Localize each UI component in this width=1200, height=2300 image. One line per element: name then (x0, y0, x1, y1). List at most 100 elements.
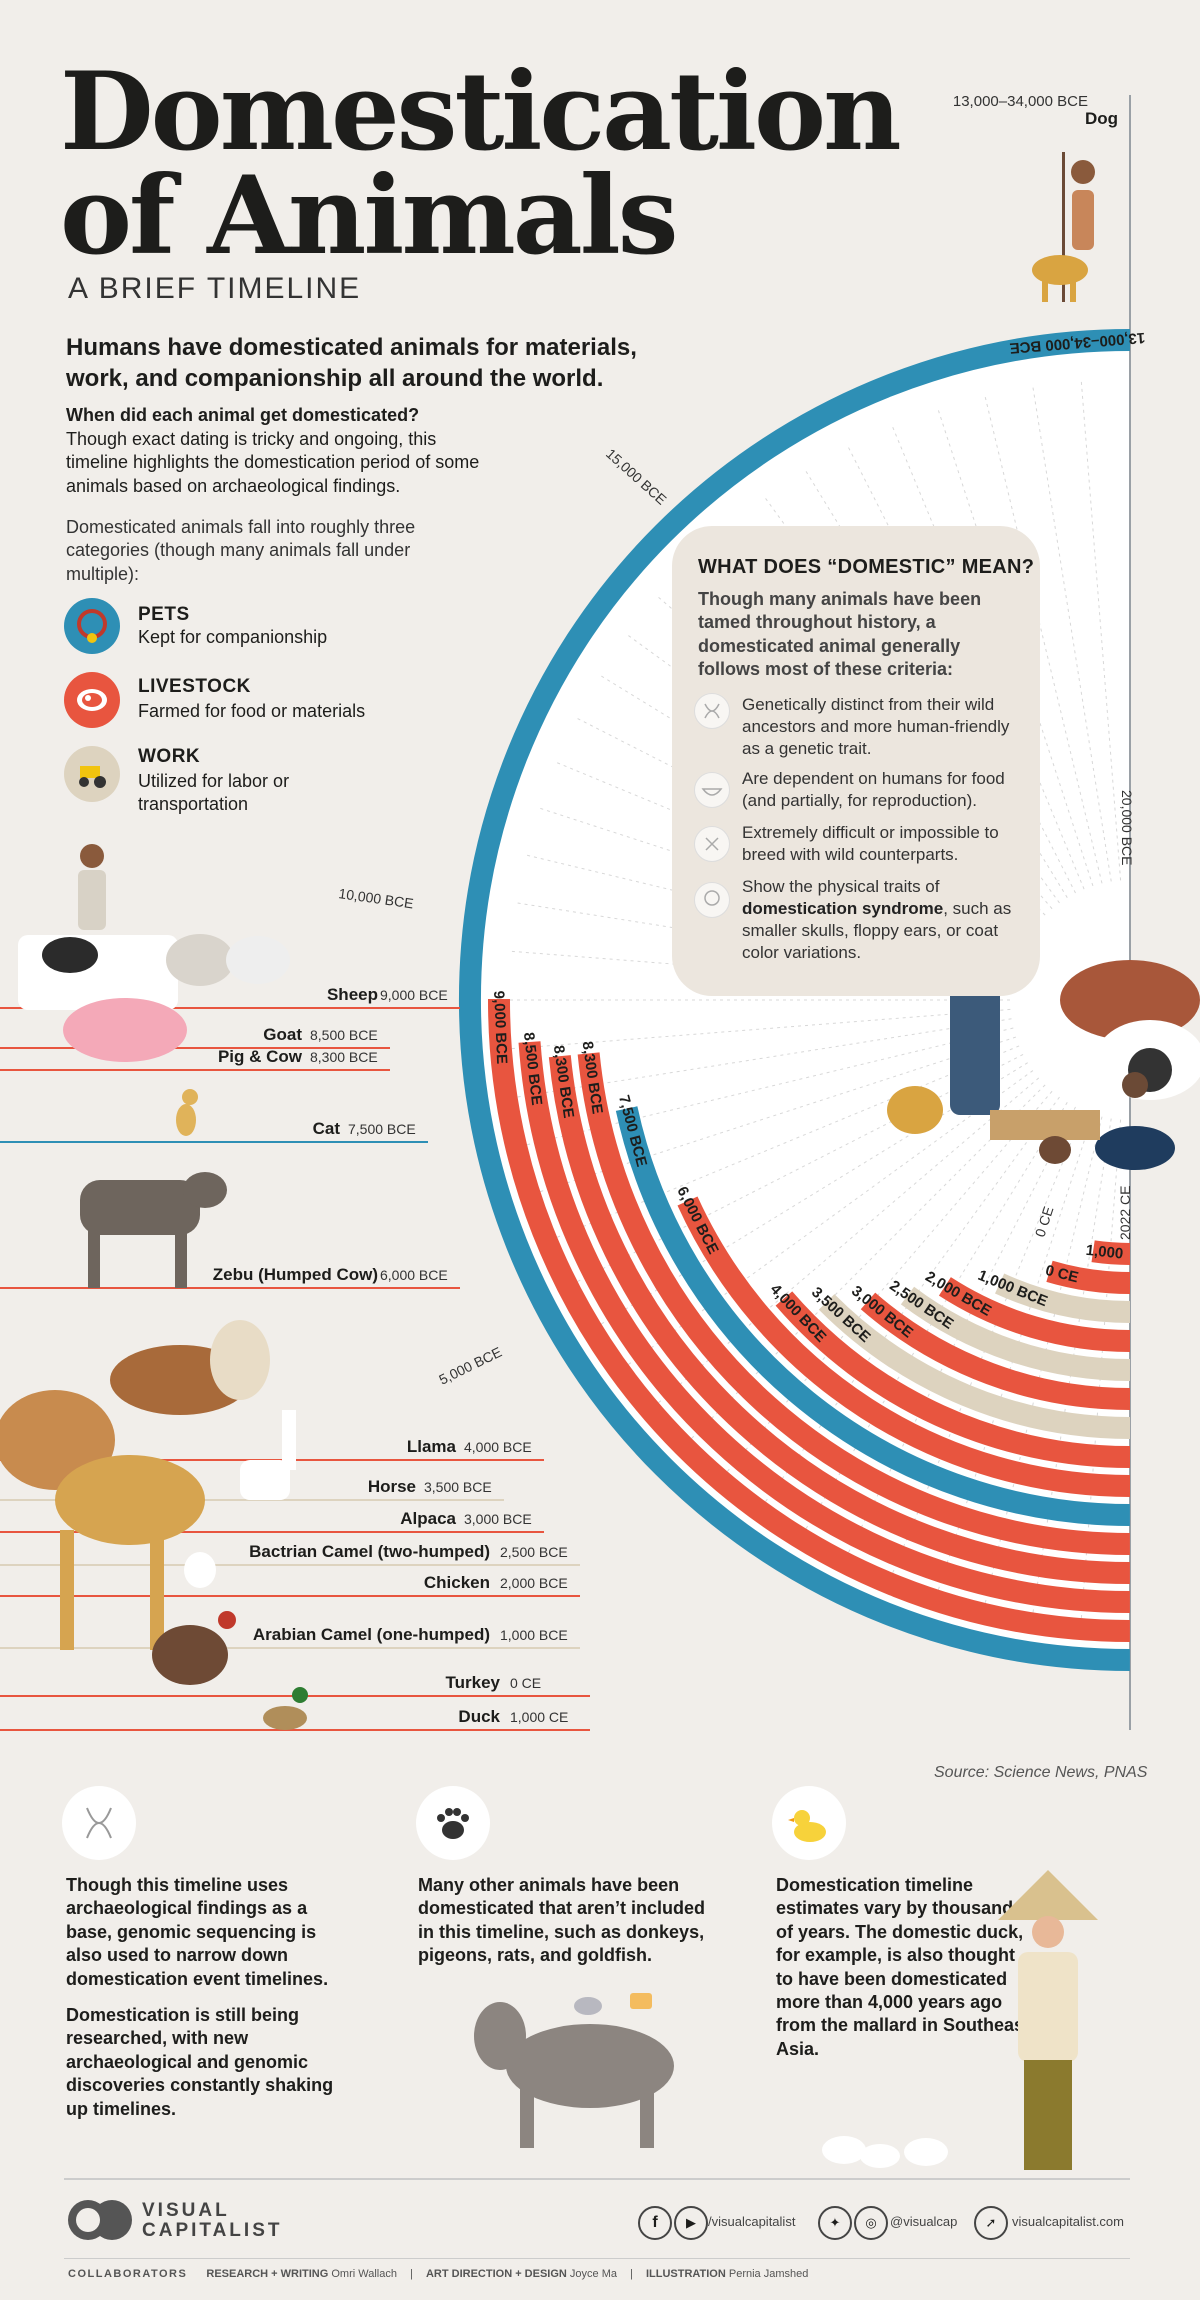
animal-name-label: Goat (263, 1025, 302, 1044)
brand-name-line2: CAPITALIST (142, 2220, 283, 2241)
page-title-line1: Domestication (60, 49, 902, 175)
illustration-camels-llamas (0, 1320, 296, 1650)
footer-rule-2 (64, 2258, 1130, 2259)
bar-arabian-camel-one-humped- (995, 1273, 1131, 1324)
categories-intro: Domesticated animals fall into roughly t… (66, 517, 416, 584)
animal-name-label: Horse (368, 1477, 416, 1496)
paw-icon (416, 1786, 490, 1860)
category-desc: Kept for companionship (138, 627, 328, 647)
animal-date-label: 3,500 BCE (424, 1479, 492, 1495)
category-desc: Farmed for food or materials (138, 701, 366, 721)
cross-icon (694, 826, 730, 862)
lead-text: Humans have domesticated animals for mat… (66, 334, 637, 393)
art-name: Joyce Ma (569, 2268, 617, 2280)
scale-label: 10,000 BCE (338, 885, 415, 911)
page-title-line2: of Animals (60, 153, 679, 279)
head-icon (694, 882, 730, 918)
instagram-icon[interactable]: ◎ (854, 2206, 888, 2240)
animal-name-label: Chicken (424, 1573, 490, 1592)
animal-name-label: Alpaca (400, 1509, 456, 1528)
research-label: RESEARCH + WRITING (206, 2268, 329, 2280)
criterion-text: Show the physical traits of domesticatio… (742, 877, 1012, 963)
youtube-icon[interactable]: ▶ (674, 2206, 708, 2240)
animal-name-label: Arabian Camel (one-humped) (253, 1625, 490, 1644)
animal-name-label: Turkey (446, 1673, 501, 1692)
animal-name-label: Duck (458, 1707, 500, 1726)
scale-label: 2022 CE (1117, 1186, 1133, 1240)
bottom-fact-3: Many other animals have been domesticate… (418, 1875, 706, 1966)
chart-bars (459, 329, 1131, 1671)
bottom-fact-1: Though this timeline uses archaeological… (66, 1875, 329, 1989)
website-link[interactable]: visualcapitalist.com (1012, 2214, 1124, 2229)
meat-icon (64, 672, 120, 728)
bar-cat (615, 1106, 1130, 1526)
category-title: PETS (138, 604, 190, 625)
facebook-icon[interactable]: f (638, 2206, 672, 2240)
dna-icon (62, 1786, 136, 1860)
animal-date-label: 1,000 BCE (500, 1627, 568, 1643)
animal-date-label: 8,500 BCE (310, 1027, 378, 1043)
illustration-farm-animals (18, 844, 290, 1062)
question-heading: When did each animal get domesticated? (66, 405, 420, 425)
bottom-fact-4: Domestication timeline estimates vary by… (776, 1875, 1031, 2059)
visual-capitalist-logo (68, 2200, 132, 2240)
domestic-intro: Though many animals have been tamed thro… (698, 589, 982, 680)
domestic-definition-box: WHAT DOES “DOMESTIC” MEAN? Though many a… (672, 526, 1040, 996)
criterion-text: Extremely difficult or impossible to bre… (742, 823, 999, 865)
dog-name-label: Dog (1085, 109, 1118, 128)
bar-dog (459, 329, 1131, 1671)
twitter-icon[interactable]: ✦ (818, 2206, 852, 2240)
animal-date-label: 1,000 CE (510, 1709, 568, 1725)
bar-alpaca (860, 1292, 1131, 1410)
illustration-donkey (474, 1993, 674, 2148)
social-handle-visualcapitalist[interactable]: /visualcapitalist (708, 2214, 796, 2229)
domestic-heading: WHAT DOES “DOMESTIC” MEAN? (698, 556, 1035, 578)
illustration-woman-with-ducks (822, 1870, 1098, 2170)
animal-date-label: 4,000 BCE (464, 1439, 532, 1455)
bar-label: 1,000 (1085, 1242, 1124, 1263)
animal-date-label: 2,000 BCE (500, 1575, 568, 1591)
category-title: LIVESTOCK (138, 676, 251, 697)
animal-date-label: 7,500 BCE (348, 1121, 416, 1137)
criterion-text: Are dependent on humans for food (and pa… (742, 769, 1005, 811)
bar-pig-cow (577, 1052, 1130, 1555)
criterion-text: Genetically distinct from their wild anc… (742, 695, 1010, 759)
bottom-fact-2: Domestication is still being researched,… (66, 2005, 334, 2119)
animal-date-label: 3,000 BCE (464, 1511, 532, 1527)
cursor-icon[interactable]: ➚ (974, 2206, 1008, 2240)
animal-date-label: 2,500 BCE (500, 1544, 568, 1560)
art-label: ART DIRECTION + DESIGN (425, 2268, 567, 2280)
category-title: WORK (138, 746, 201, 767)
scale-label: 15,000 BCE (603, 445, 670, 507)
bar-horse (818, 1294, 1131, 1439)
animal-date-label: 9,000 BCE (380, 987, 448, 1003)
divider: | (410, 2268, 413, 2280)
page-subtitle: A BRIEF TIMELINE (68, 272, 362, 305)
illustration-man-with-dog (1032, 152, 1095, 302)
animal-date-label: 6,000 BCE (380, 1267, 448, 1283)
scale-label: 5,000 BCE (436, 1344, 504, 1388)
tractor-icon (64, 746, 120, 802)
dna-icon (694, 693, 730, 729)
collaborators-label: COLLABORATORS (68, 2268, 188, 2280)
question-body: Though exact dating is tricky and ongoin… (66, 429, 480, 496)
bar-bactrian-camel-two-humped- (900, 1286, 1131, 1381)
brand-name-line1: VISUAL (142, 2200, 230, 2221)
bar-chicken (938, 1277, 1131, 1352)
collar-icon (64, 598, 120, 654)
scale-label: 20,000 BCE (1119, 790, 1135, 866)
illustration-name: Pernia Jamshed (728, 2268, 809, 2280)
bar-pig-cow (548, 1055, 1130, 1584)
social-handle-visualcap[interactable]: @visualcap (890, 2214, 958, 2229)
bar-label: 9,000 BCE (490, 990, 510, 1064)
animal-date-label: 0 CE (510, 1675, 541, 1691)
illustration-chicken-turkey (152, 1552, 308, 1730)
animal-name-label: Llama (407, 1437, 457, 1456)
bar-goat (518, 1041, 1130, 1613)
bowl-icon (694, 772, 730, 808)
divider: | (630, 2268, 633, 2280)
dog-date-label: 13,000–34,000 BCE (953, 93, 1088, 110)
illustration-zebu (80, 1172, 227, 1288)
category-desc: Utilized for labor or transportation (138, 771, 290, 814)
research-name: Omri Wallach (331, 2268, 397, 2280)
